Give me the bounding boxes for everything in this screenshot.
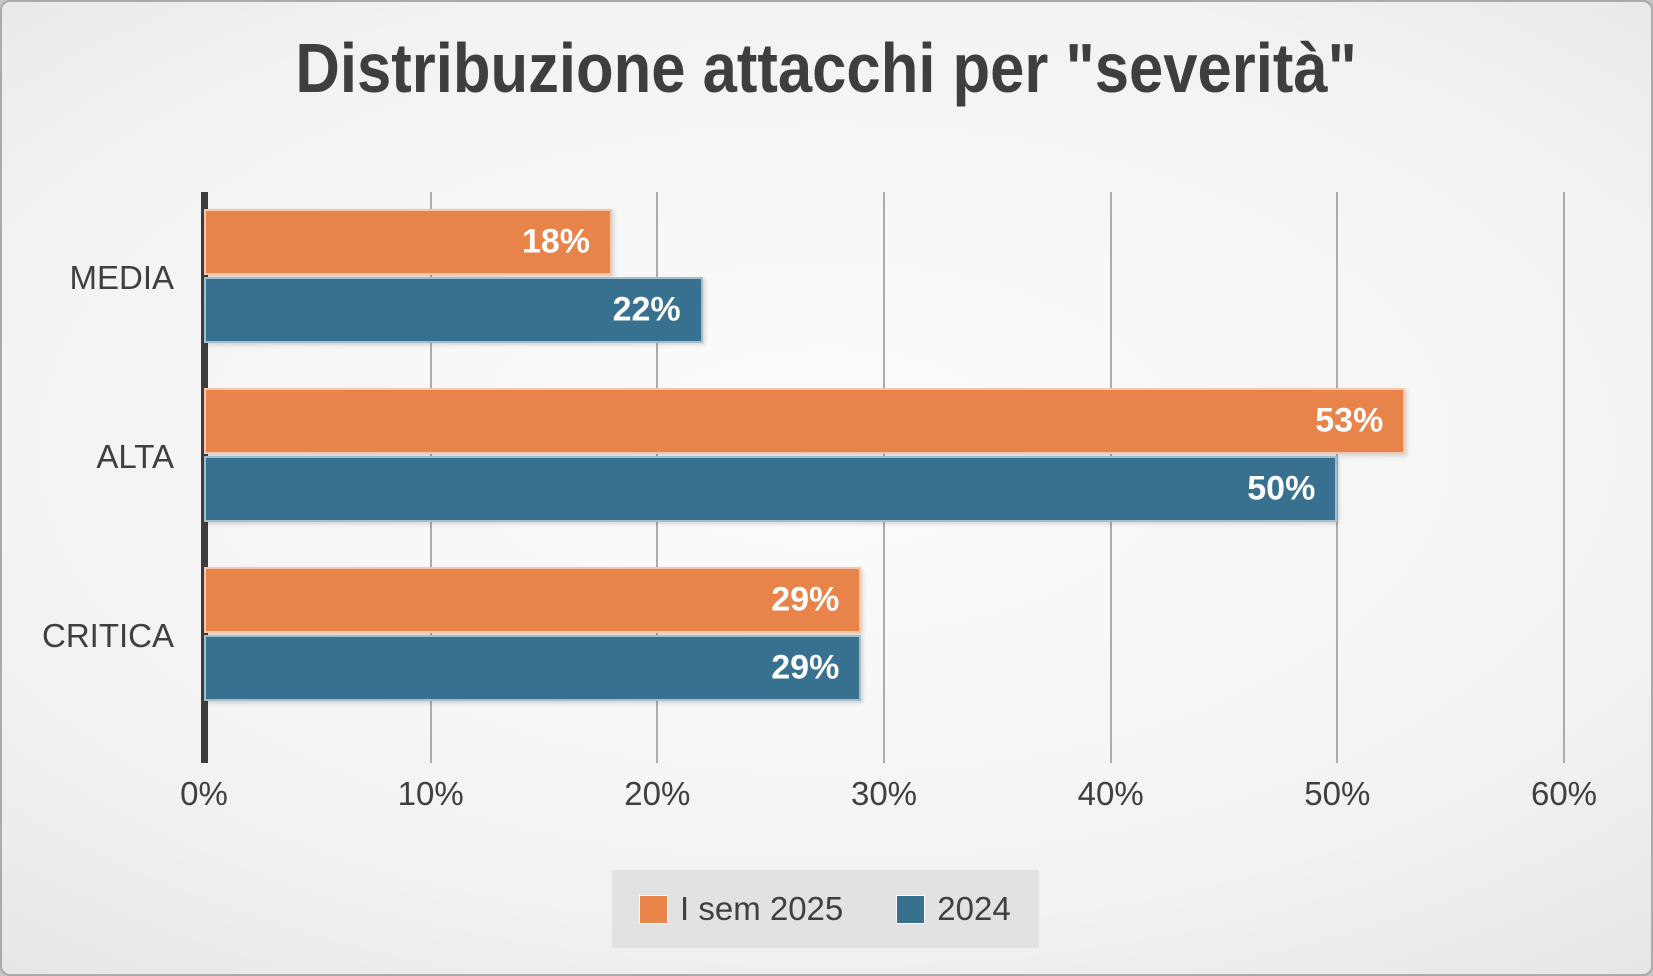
bar-alta-i-sem-2025: 53%: [204, 388, 1406, 454]
category-label-critica: CRITICA: [42, 617, 174, 654]
legend-label: I sem 2025: [680, 890, 844, 927]
data-label: 22%: [612, 290, 681, 329]
data-label: 50%: [1247, 469, 1316, 508]
legend: I sem 2025 2024: [612, 870, 1039, 948]
x-tick-label-10%: 10%: [397, 775, 464, 812]
x-tick-label-30%: 30%: [850, 775, 918, 812]
legend-swatch: [896, 894, 926, 924]
category-label-alta: ALTA: [96, 438, 174, 475]
legend-label: 2024: [937, 890, 1011, 927]
x-tick-label-20%: 20%: [624, 775, 691, 812]
category-label-media: MEDIA: [69, 259, 174, 296]
chart-title-text: Distribuzione attacchi per "severità": [295, 29, 1358, 107]
legend-item-i-sem-2025: I sem 2025: [639, 890, 844, 928]
legend-item-2024: 2024: [896, 890, 1011, 928]
x-tick-label-40%: 40%: [1077, 775, 1144, 812]
x-tick-label-50%: 50%: [1304, 775, 1371, 812]
chart-title: Distribuzione attacchi per "severità": [2, 28, 1651, 108]
bar-critica-i-sem-2025: 29%: [204, 567, 862, 633]
bar-media-2024: 22%: [204, 277, 703, 343]
data-label: 29%: [771, 580, 840, 619]
gridline-50%: [1336, 192, 1339, 763]
x-tick-label-60%: 60%: [1530, 775, 1598, 812]
x-tick-label-0%: 0%: [180, 775, 228, 812]
data-label: 53%: [1315, 401, 1384, 440]
bar-critica-2024: 29%: [204, 635, 862, 701]
data-label: 29%: [771, 648, 840, 687]
bar-media-i-sem-2025: 18%: [204, 209, 612, 275]
bar-alta-2024: 50%: [204, 456, 1338, 522]
gridline-60%: [1563, 192, 1565, 763]
data-label: 18%: [521, 222, 590, 261]
legend-swatch: [639, 894, 668, 924]
